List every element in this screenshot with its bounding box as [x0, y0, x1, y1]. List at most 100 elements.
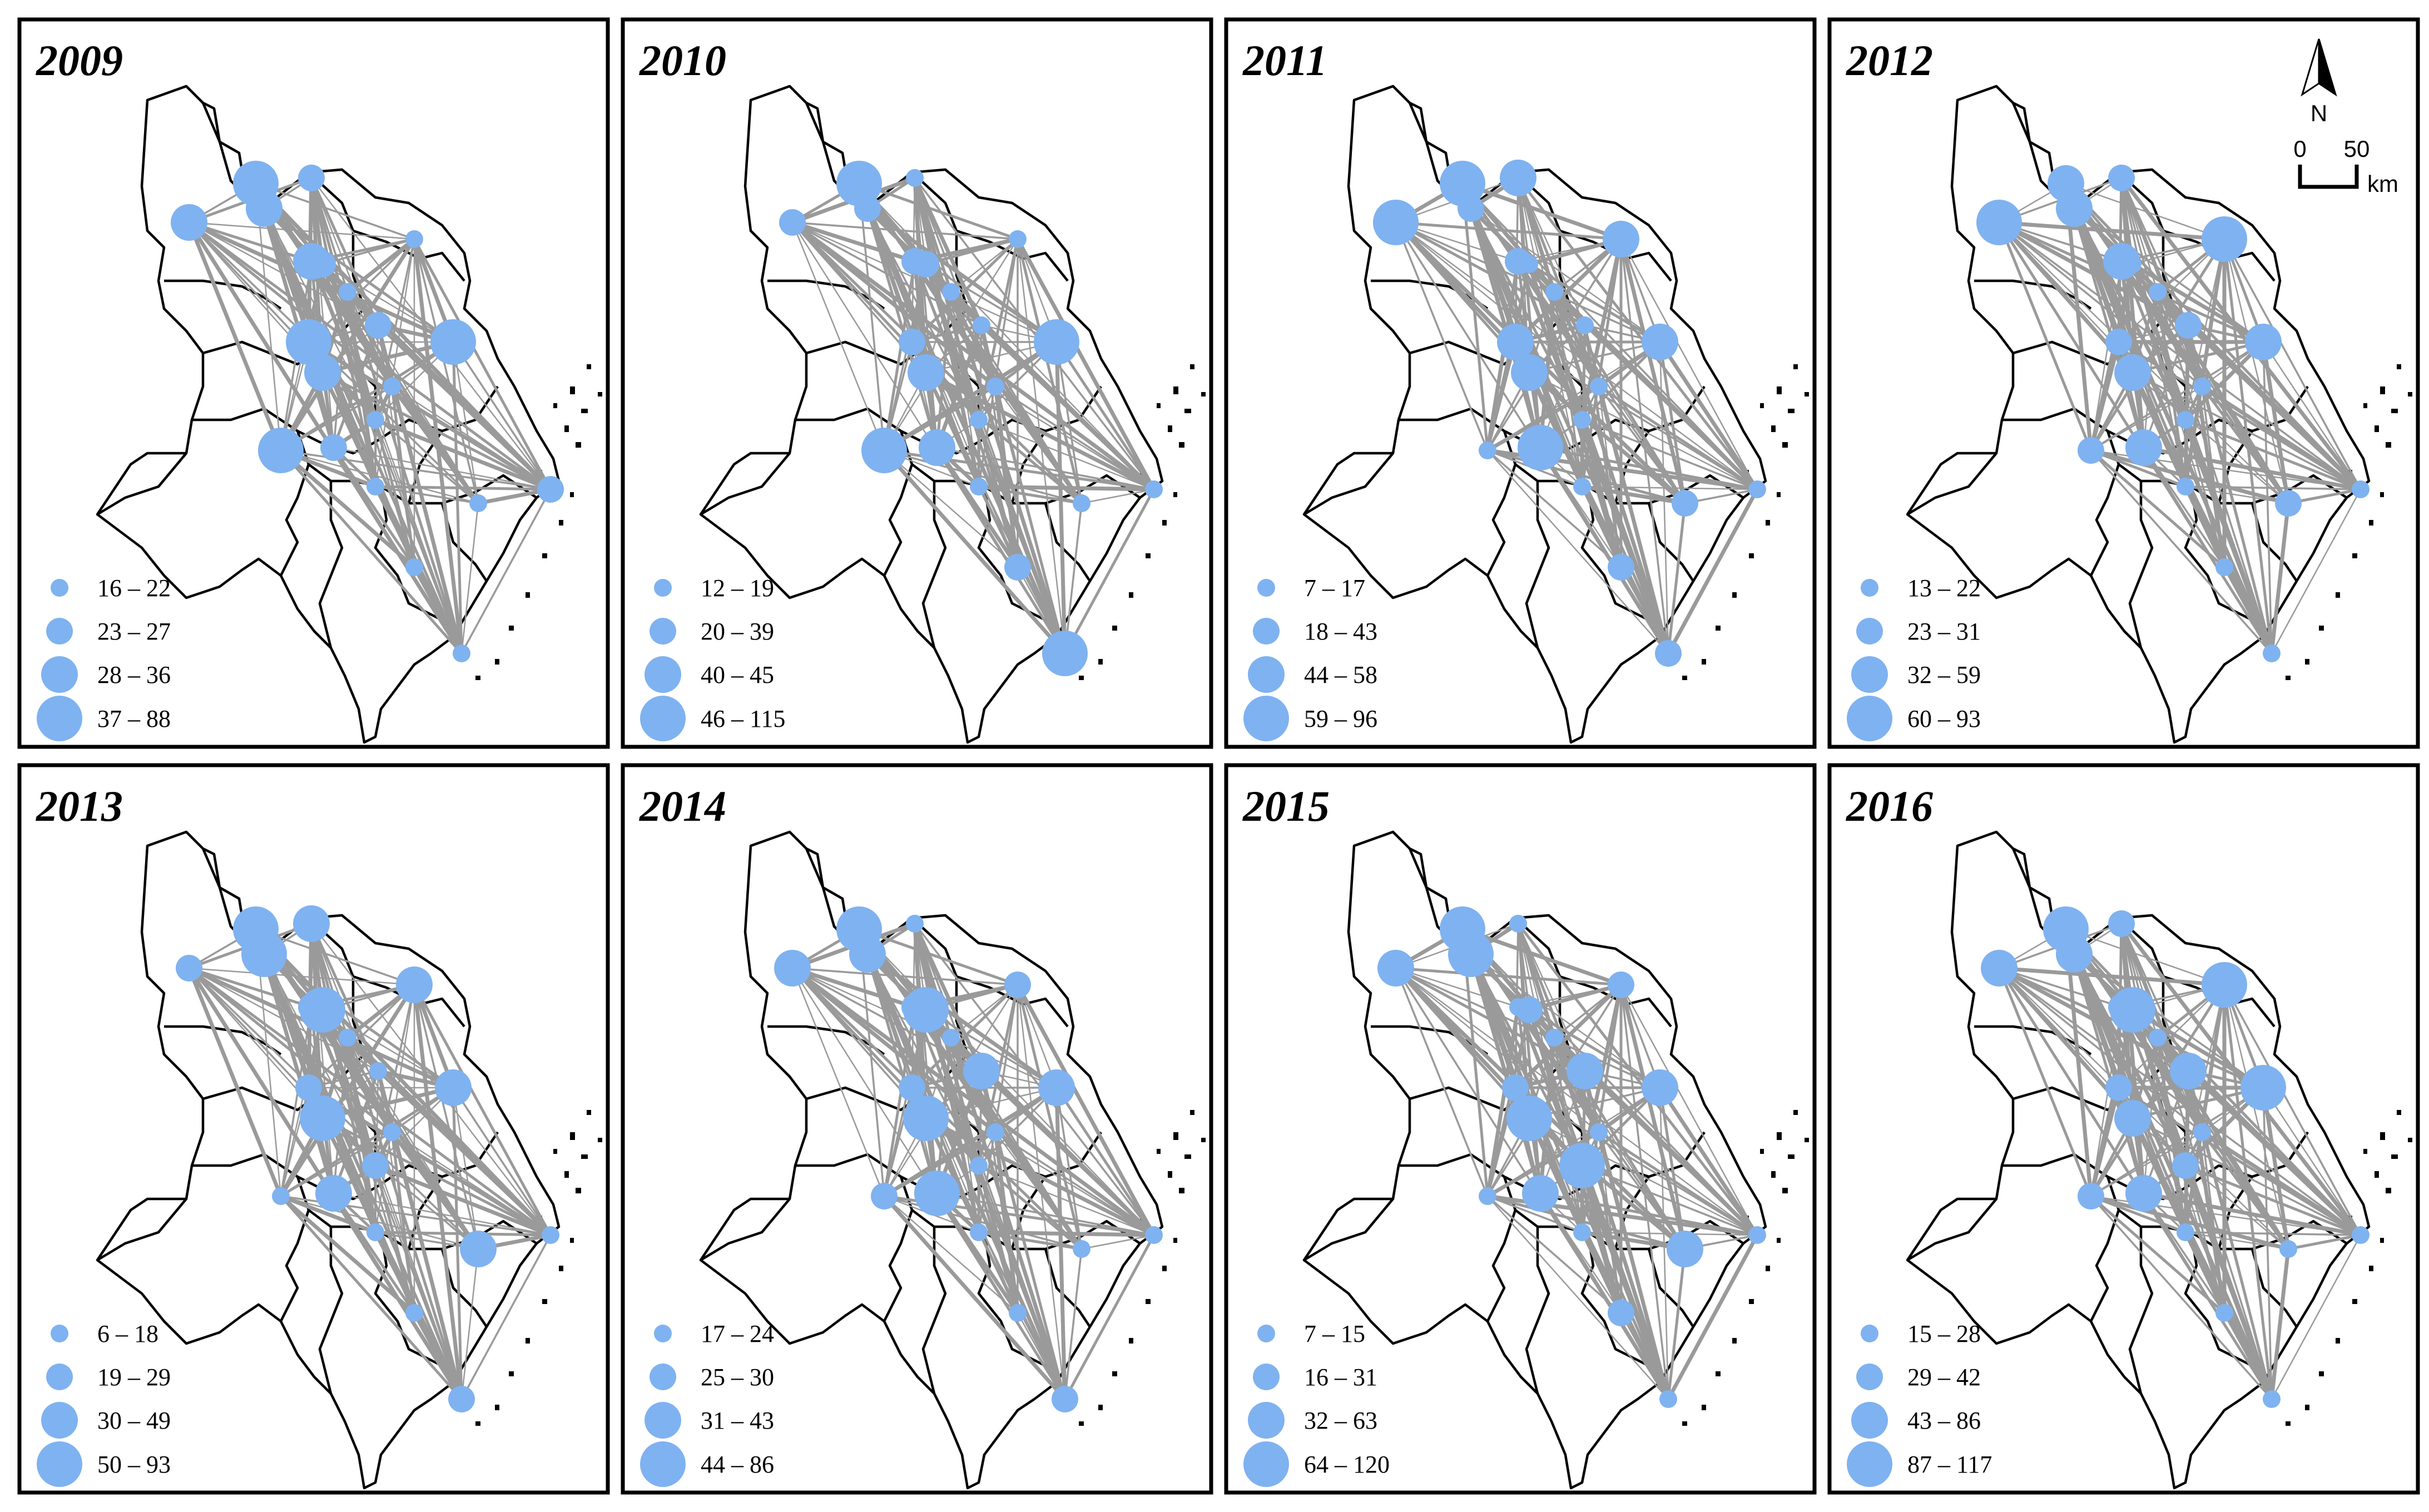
legend-symbol	[1851, 1402, 1888, 1439]
network-link	[2089, 1194, 2291, 1251]
legend-label: 32 – 59	[1907, 661, 1981, 688]
network-link	[187, 966, 283, 1198]
city-node	[871, 1183, 898, 1209]
network-link	[1583, 324, 1623, 569]
city-node	[2275, 490, 2302, 517]
network-link	[1395, 967, 1758, 1236]
network-link	[2184, 419, 2225, 568]
legend-symbol	[46, 1364, 73, 1390]
legend-label: 7 – 17	[1304, 574, 1365, 602]
network-link	[255, 182, 415, 240]
legend-label: 18 – 43	[1304, 618, 1377, 645]
network-link	[857, 182, 1019, 241]
city-node	[293, 905, 330, 942]
city-node	[942, 1029, 960, 1047]
network-link	[1486, 1194, 1687, 1251]
network-link	[187, 221, 313, 263]
network-link	[310, 176, 380, 327]
network-link	[460, 1248, 479, 1400]
network-link	[1527, 1116, 1687, 1251]
city-node	[1567, 1053, 1603, 1089]
network-link	[858, 182, 1155, 490]
panel-year-label: 2014	[639, 782, 726, 830]
city-node	[1479, 1187, 1496, 1205]
city-node	[453, 645, 470, 662]
panel-year-label: 2009	[36, 36, 123, 85]
city-node	[1518, 425, 1563, 470]
city-node	[2177, 478, 2194, 495]
network-link	[866, 953, 939, 1195]
north-arrow-label: N	[2311, 100, 2327, 126]
network-link	[2184, 485, 2362, 490]
network-link	[2200, 1130, 2363, 1237]
network-link	[1538, 1191, 1670, 1401]
network-link	[1666, 487, 1759, 656]
network-link	[1486, 340, 1517, 452]
node-size-legend: 13 – 22 23 – 31 32 – 59 60 – 93	[1847, 574, 1981, 741]
city-node	[1009, 1304, 1027, 1322]
network-link	[413, 237, 552, 491]
network-link	[391, 385, 552, 490]
network-link	[993, 384, 1020, 569]
network-link	[1553, 291, 1669, 655]
map-panel: 2009 16 – 22 23 – 27 28 – 36 37 – 88	[17, 17, 610, 749]
network-link	[333, 1192, 552, 1236]
city-node	[2352, 480, 2369, 498]
network-link	[2157, 1037, 2273, 1400]
network-link	[2184, 1164, 2225, 1314]
network-link	[1539, 1070, 1586, 1194]
map-panel: 2013 6 – 18 19 – 29 30 – 49 50 – 93	[17, 763, 610, 1495]
city-node	[1004, 554, 1031, 581]
network-link	[790, 220, 1156, 492]
network-link	[978, 419, 1155, 490]
legend-symbol	[37, 1441, 82, 1487]
network-link	[2119, 921, 2363, 1237]
network-link	[1597, 385, 1759, 491]
city-node	[901, 248, 928, 275]
legend-symbol	[654, 1325, 672, 1342]
network-link	[936, 447, 1155, 490]
network-link	[883, 449, 1019, 568]
network-link	[935, 323, 984, 450]
network-link	[1517, 923, 1586, 1072]
network-link	[914, 177, 938, 449]
network-link	[390, 385, 416, 569]
network-link	[2200, 384, 2363, 492]
network-link	[1998, 967, 2123, 1008]
city-node	[1500, 160, 1536, 196]
network-link	[2064, 927, 2093, 1198]
network-link	[1395, 967, 1519, 1008]
network-link	[2118, 238, 2225, 343]
network-link	[413, 984, 479, 1250]
legend-symbol	[654, 579, 672, 597]
network-link	[924, 1117, 1083, 1251]
network-link	[1485, 384, 1601, 453]
network-link	[2089, 340, 2121, 453]
city-node	[293, 243, 330, 280]
city-node	[1145, 1226, 1163, 1244]
network-link	[1064, 1248, 1083, 1400]
city-node	[2105, 329, 2132, 355]
network-link	[883, 1195, 1083, 1250]
city-node	[779, 209, 806, 236]
network-link	[950, 238, 1019, 293]
network-link	[2223, 984, 2362, 1236]
legend-label: 13 – 22	[1907, 574, 1981, 602]
legend-label: 23 – 31	[1907, 618, 1981, 645]
legend-label: 23 – 27	[97, 618, 171, 645]
city-node	[315, 1175, 352, 1212]
legend-label: 29 – 42	[1907, 1364, 1981, 1391]
city-node	[369, 1062, 387, 1080]
network-link	[1516, 922, 1542, 1195]
node-size-legend: 7 – 17 18 – 43 44 – 58 59 – 96	[1243, 574, 1377, 741]
network-link	[1486, 1195, 1583, 1233]
network-link	[2131, 1117, 2362, 1236]
city-node	[2103, 243, 2140, 280]
city-node	[1479, 442, 1496, 459]
network-link	[1486, 341, 1661, 452]
network-link	[412, 565, 464, 656]
city-node	[2263, 1390, 2281, 1408]
network-link	[279, 1194, 417, 1315]
map-panel: 2011 7 – 17 18 – 43 44 – 58 59 – 96	[1224, 17, 1817, 749]
network-link	[2201, 385, 2225, 568]
